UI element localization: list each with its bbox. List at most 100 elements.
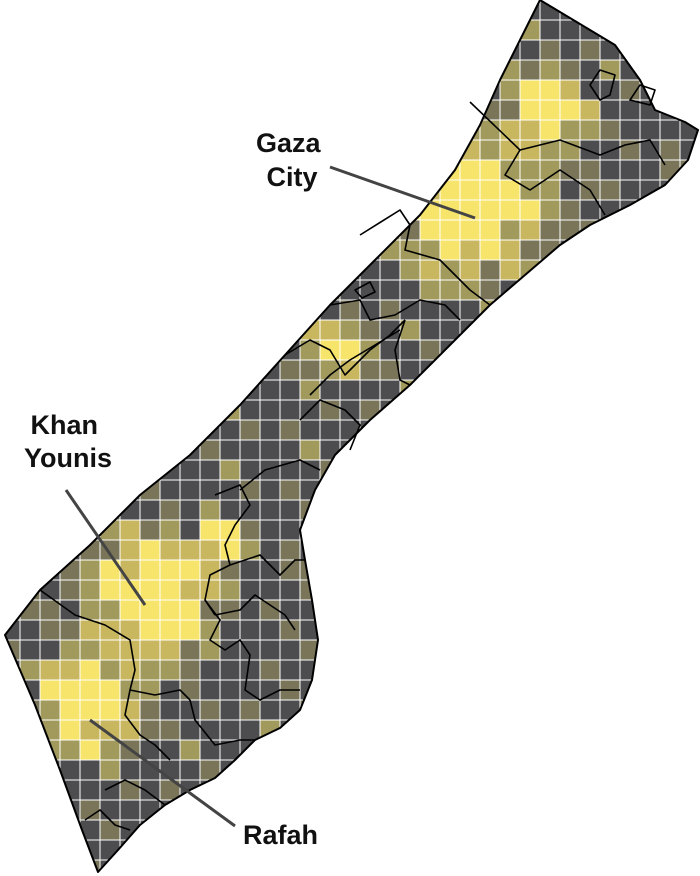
grid-cell [59, 519, 81, 541]
grid-cell [259, 499, 281, 521]
grid-cell [339, 99, 361, 121]
grid-cell [199, 659, 221, 681]
grid-cell [139, 99, 161, 121]
grid-cell [359, 59, 381, 81]
grid-cell [99, 379, 121, 401]
grid-cell [359, 479, 381, 501]
grid-cell [539, 459, 561, 481]
grid-cell [679, 239, 698, 261]
grid-cell [279, 559, 301, 581]
grid-cell [279, 299, 301, 321]
grid-cell [219, 379, 241, 401]
grid-cell [599, 459, 621, 481]
grid-cell [139, 19, 161, 41]
grid-cell [59, 699, 81, 721]
grid-cell [119, 199, 141, 221]
grid-cell [399, 719, 421, 741]
grid-cell [419, 799, 441, 821]
grid-cell [5, 99, 21, 121]
grid-cell [619, 819, 641, 841]
grid-cell [99, 319, 121, 341]
grid-cell [5, 59, 21, 81]
grid-cell [159, 659, 181, 681]
grid-cell [319, 579, 341, 601]
grid-cell [419, 159, 441, 181]
grid-cell [659, 139, 681, 161]
grid-cell [99, 699, 121, 721]
grid-cell [259, 259, 281, 281]
grid-cell [179, 319, 201, 341]
grid-cell [339, 559, 361, 581]
grid-cell [519, 59, 541, 81]
grid-cell [399, 559, 421, 581]
grid-cell [259, 579, 281, 601]
grid-cell [519, 519, 541, 541]
grid-cell [579, 659, 601, 681]
grid-cell [599, 259, 621, 281]
grid-cell [179, 819, 201, 841]
grid-cell [379, 739, 401, 761]
grid-cell [339, 779, 361, 801]
grid-cell [399, 79, 421, 101]
grid-cell [219, 319, 241, 341]
grid-cell [539, 819, 561, 841]
grid-cell [119, 279, 141, 301]
grid-cell [219, 239, 241, 261]
grid-cell [279, 859, 301, 872]
grid-cell [299, 0, 321, 21]
grid-cell [199, 739, 221, 761]
grid-cell [459, 239, 481, 261]
grid-cell [519, 719, 541, 741]
grid-cell [99, 619, 121, 641]
grid-cell [39, 59, 61, 81]
grid-cell [279, 219, 301, 241]
grid-cell [559, 339, 581, 361]
grid-cell [539, 739, 561, 761]
grid-cell [319, 319, 341, 341]
grid-cell [279, 399, 301, 421]
grid-cell [239, 599, 261, 621]
grid-cell [79, 659, 101, 681]
grid-cell [159, 179, 181, 201]
grid-cell [299, 379, 321, 401]
grid-cell [559, 59, 581, 81]
grid-cell [159, 319, 181, 341]
grid-cell [59, 179, 81, 201]
grid-cell [79, 739, 101, 761]
grid-cell [359, 519, 381, 541]
grid-cell [639, 579, 661, 601]
grid-cell [559, 859, 581, 872]
grid-cell [539, 559, 561, 581]
grid-cell [519, 199, 541, 221]
grid-cell [19, 539, 41, 561]
grid-cell [239, 0, 261, 21]
grid-cell [39, 339, 61, 361]
grid-cell [139, 319, 161, 341]
grid-cell [59, 239, 81, 261]
grid-cell [619, 639, 641, 661]
grid-cell [239, 359, 261, 381]
grid-cell [99, 819, 121, 841]
grid-cell [19, 799, 41, 821]
grid-cell [659, 279, 681, 301]
grid-cell [119, 539, 141, 561]
grid-cell [219, 339, 241, 361]
grid-cell [159, 99, 181, 121]
grid-cell [539, 99, 561, 121]
grid-cell [199, 579, 221, 601]
grid-cell [579, 539, 601, 561]
grid-cell [519, 359, 541, 381]
grid-cell [499, 499, 521, 521]
grid-cell [299, 259, 321, 281]
grid-cell [599, 339, 621, 361]
grid-cell [199, 99, 221, 121]
grid-cell [639, 619, 661, 641]
grid-cell [39, 0, 61, 21]
grid-cell [5, 479, 21, 501]
grid-cell [359, 799, 381, 821]
grid-cell [99, 179, 121, 201]
grid-cell [359, 359, 381, 381]
grid-cell [19, 299, 41, 321]
grid-cell [519, 299, 541, 321]
grid-cell [179, 839, 201, 861]
